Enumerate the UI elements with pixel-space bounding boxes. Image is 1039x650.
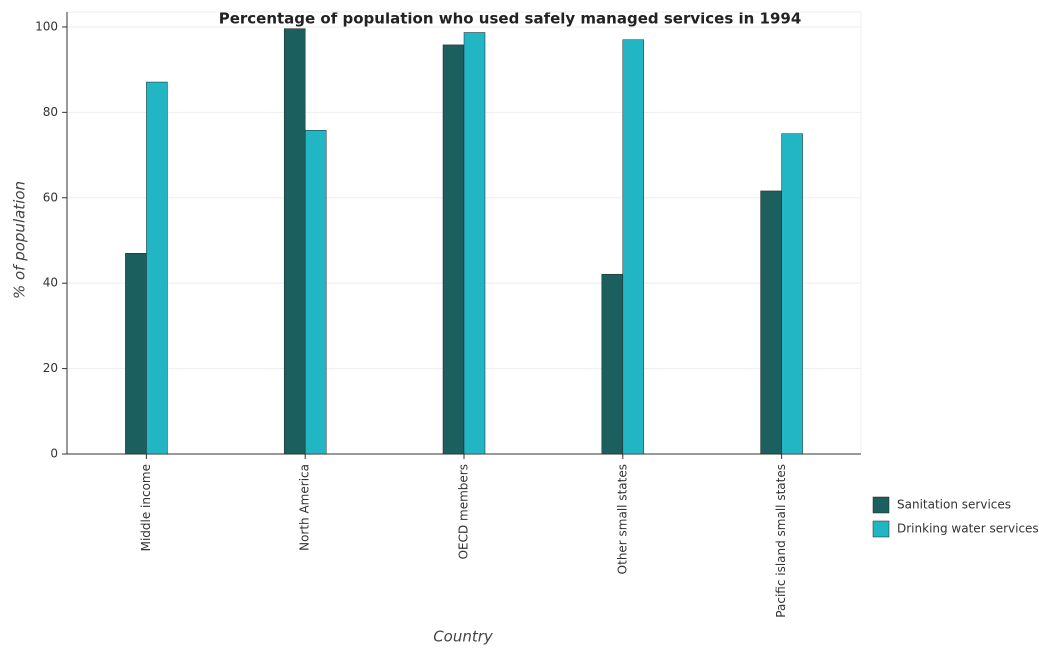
x-axis-title: Country [433,628,494,646]
bar [125,253,147,455]
y-tick-label: 60 [43,190,58,204]
bar [442,44,465,455]
bar [463,32,486,455]
bar [622,39,645,455]
y-tick-label: 80 [43,105,58,119]
legend-swatch [872,496,890,514]
y-axis-title: % of population [11,181,29,299]
x-tick-label: North America [298,464,312,551]
x-tick-label: Middle income [139,464,153,551]
y-tick-label: 100 [35,19,58,33]
bar [760,190,782,455]
x-tick-label: Pacific island small states [774,464,788,618]
legend-label: Sanitation services [897,498,1011,512]
chart-title: Percentage of population who used safely… [219,10,802,28]
x-tick-label: OECD members [457,464,471,559]
bar [781,133,803,455]
y-tick-label: 0 [50,447,58,461]
y-tick-label: 20 [43,361,58,375]
y-tick-label: 40 [43,276,58,290]
legend-swatch [872,520,890,538]
legend-label: Drinking water services [897,522,1039,536]
bar [146,81,168,455]
bar [283,28,306,455]
bar [304,130,327,455]
bar [601,273,624,455]
x-tick-label: Other small states [615,464,629,574]
